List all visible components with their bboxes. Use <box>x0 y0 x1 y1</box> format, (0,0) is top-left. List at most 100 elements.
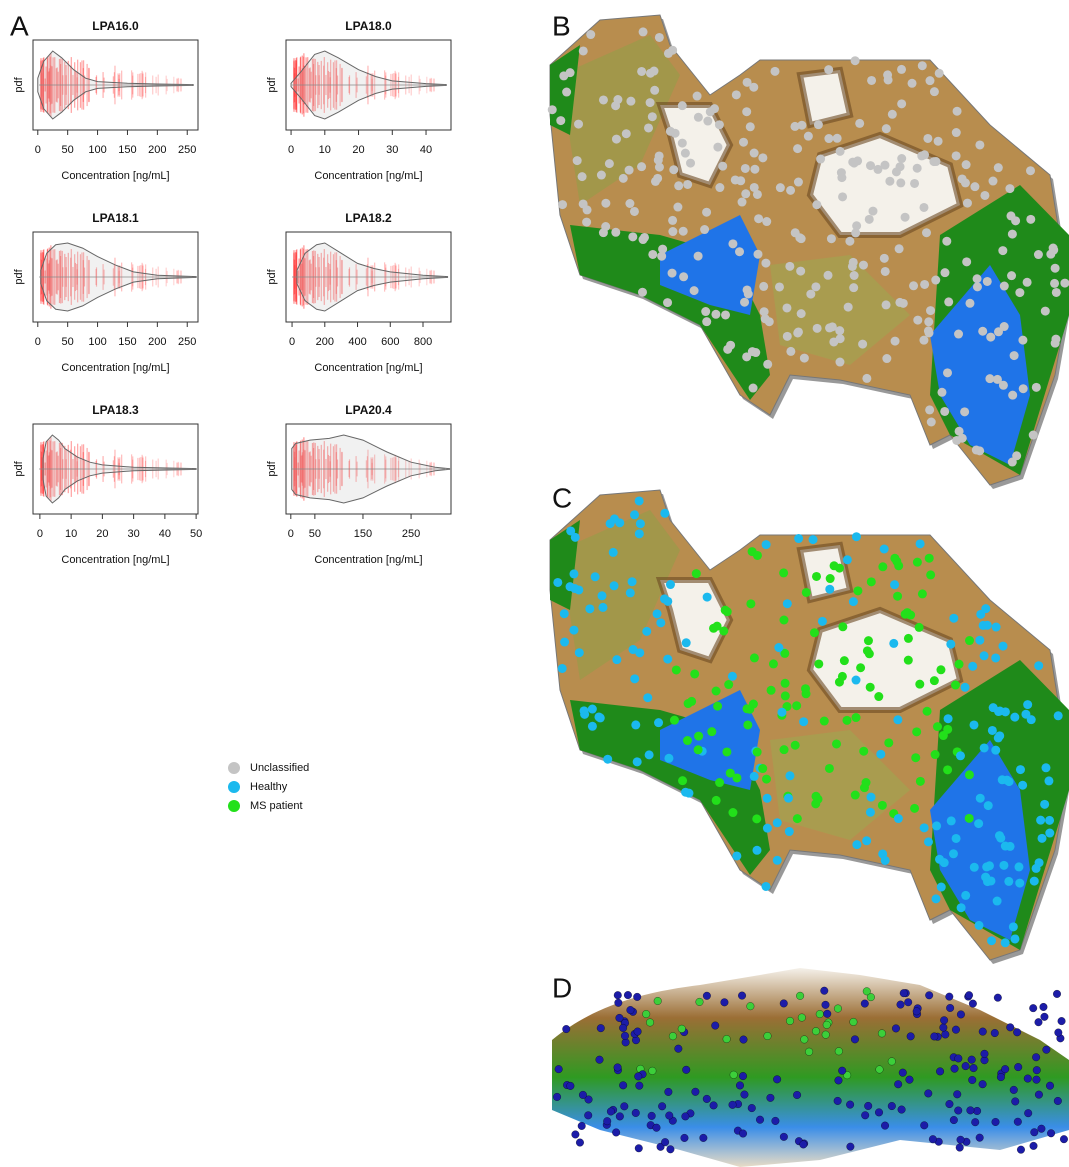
terrain-dot <box>579 1091 587 1099</box>
map-dot <box>913 316 922 325</box>
terrain-dot <box>741 1091 749 1099</box>
map-dot <box>804 132 813 141</box>
terrain-dot <box>747 1002 755 1010</box>
terrain-dot <box>578 1122 586 1130</box>
map-dot <box>933 722 942 731</box>
map-dot <box>973 274 982 283</box>
terrain-dot <box>835 1047 843 1055</box>
map-dot <box>859 747 868 756</box>
map-dot <box>569 626 578 635</box>
terrain-dot <box>851 1036 859 1044</box>
map-dot <box>588 705 597 714</box>
map-dot <box>702 317 711 326</box>
map-dot <box>597 171 606 180</box>
map-dot <box>1050 279 1059 288</box>
map-dot <box>1032 864 1041 873</box>
map-dot <box>750 653 759 662</box>
terrain-dot <box>946 1100 954 1108</box>
terrain-dot <box>584 1112 592 1120</box>
map-dot <box>932 821 941 830</box>
map-dot <box>944 714 953 723</box>
map-dot <box>573 156 582 165</box>
map-dot <box>814 659 823 668</box>
map-dot <box>703 117 712 126</box>
map-dot <box>674 181 683 190</box>
map-dot <box>866 793 875 802</box>
legend-label: MS patient <box>250 800 303 812</box>
map-dot <box>985 374 994 383</box>
map-dot <box>934 137 943 146</box>
x-tick-label: 150 <box>118 144 136 156</box>
map-dot <box>791 741 800 750</box>
map-dot <box>694 732 703 741</box>
map-dot <box>883 70 892 79</box>
map-dot <box>750 149 759 158</box>
map-dot <box>582 218 591 227</box>
map-dot <box>637 67 646 76</box>
map-dot <box>738 198 747 207</box>
terrain-dot <box>822 1031 830 1039</box>
map-dot <box>630 674 639 683</box>
map-dot <box>762 540 771 549</box>
terrain-dot <box>646 1019 654 1027</box>
map-dot <box>663 597 672 606</box>
terrain-dot <box>1043 1046 1051 1054</box>
map-dot <box>639 27 648 36</box>
terrain-dot <box>1035 1018 1043 1026</box>
map-dot <box>753 551 762 560</box>
map-dot <box>1021 710 1030 719</box>
terrain-dot <box>881 1122 889 1130</box>
map-dot <box>880 545 889 554</box>
map-dot <box>849 597 858 606</box>
map-dot <box>611 228 620 237</box>
map-dot <box>930 87 939 96</box>
map-dot <box>797 309 806 318</box>
x-tick-label: 100 <box>88 144 106 156</box>
map-dot <box>922 228 931 237</box>
map-dot <box>775 282 784 291</box>
map-dot <box>712 686 721 695</box>
map-dot <box>603 755 612 764</box>
terrain-dot <box>913 1007 921 1015</box>
map-dot <box>721 606 730 615</box>
terrain-dot <box>572 1131 580 1139</box>
map-dot <box>650 67 659 76</box>
map-dot <box>625 199 634 208</box>
map-dot <box>952 834 961 843</box>
map-dot <box>965 299 974 308</box>
map-dot <box>793 328 802 337</box>
terrain-dot <box>1006 1024 1014 1032</box>
map-dot <box>952 128 961 137</box>
legend-swatch <box>228 781 240 793</box>
terrain-dot <box>1011 1098 1019 1106</box>
terrain-dot <box>904 998 912 1006</box>
map-dot <box>739 138 748 147</box>
terrain-dot <box>907 1033 915 1041</box>
terrain-dot <box>823 1010 831 1018</box>
map-dot <box>975 921 984 930</box>
terrain-dot <box>953 1090 961 1098</box>
map-dot <box>895 244 904 253</box>
terrain-dot <box>925 991 933 999</box>
terrain-dot <box>900 989 908 997</box>
map-dot <box>1005 184 1014 193</box>
map-dot <box>976 794 985 803</box>
terrain-dot <box>798 1014 806 1022</box>
map-dot <box>707 727 716 736</box>
map-dot <box>558 200 567 209</box>
terrain-dot <box>636 1082 644 1090</box>
x-tick-label: 150 <box>354 528 372 540</box>
map-dot <box>732 773 741 782</box>
terrain-dot <box>748 1104 756 1112</box>
map-dot <box>785 827 794 836</box>
map-dot <box>615 518 624 527</box>
map-dot <box>952 151 961 160</box>
map-dot <box>918 589 927 598</box>
terrain-dot <box>955 1055 963 1063</box>
map-dot <box>882 124 891 133</box>
map-dot <box>812 792 821 801</box>
map-dot <box>962 160 971 169</box>
terrain-dot <box>739 1072 747 1080</box>
map-dot <box>881 856 890 865</box>
terrain-dot <box>805 1048 813 1056</box>
